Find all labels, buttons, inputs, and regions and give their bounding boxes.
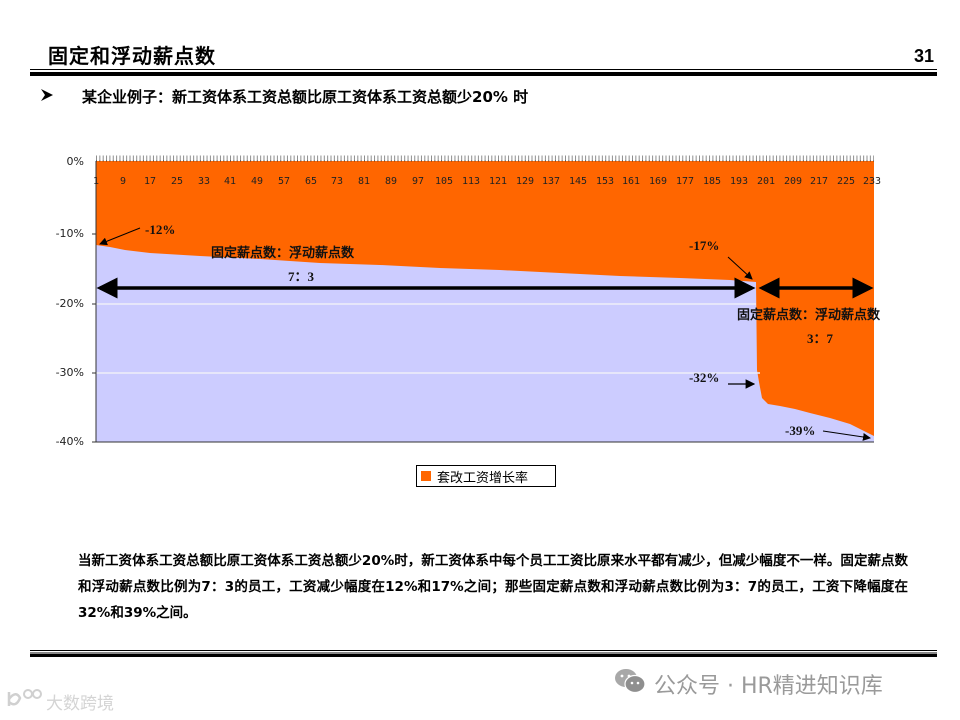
x-tick-label: 137	[541, 176, 561, 187]
x-tick-label: 41	[223, 176, 237, 187]
chart-plot	[92, 155, 874, 443]
x-tick-label: 225	[836, 176, 856, 187]
annotation-group1-label: 固定薪点数：浮动薪点数	[211, 246, 355, 261]
x-tick-label: 233	[862, 176, 882, 187]
slide-title: 固定和浮动薪点数	[48, 44, 216, 68]
annotation-minus-12: -12%	[145, 222, 176, 237]
x-tick-label: 1	[92, 176, 100, 187]
y-tick-label: -40%	[55, 435, 84, 448]
header-divider-thin	[30, 69, 937, 70]
y-tick-label: -20%	[55, 297, 84, 310]
x-tick-label: 17	[143, 176, 157, 187]
x-tick-label: 113	[461, 176, 481, 187]
annotation-minus-17: -17%	[689, 238, 720, 253]
x-tick-label: 97	[411, 176, 425, 187]
x-tick-label: 89	[384, 176, 398, 187]
x-tick-label: 145	[568, 176, 588, 187]
x-tick-label: 49	[250, 176, 264, 187]
x-tick-label: 177	[675, 176, 695, 187]
x-tick-label: 57	[277, 176, 291, 187]
bullet-text: 某企业例子：新工资体系工资总额比原工资体系工资总额少20% 时	[82, 88, 529, 106]
annotation-group2-ratio: 3：7	[807, 331, 834, 346]
x-tick-label: 161	[621, 176, 641, 187]
wechat-icon	[614, 668, 646, 700]
legend-swatch-icon	[421, 471, 431, 481]
annotation-minus-32: -32%	[689, 370, 720, 385]
x-tick-label: 217	[809, 176, 829, 187]
x-tick-label: 185	[702, 176, 722, 187]
header-divider-thick	[30, 72, 937, 76]
annotation-group2-label: 固定薪点数：浮动薪点数	[737, 308, 881, 323]
x-tick-label: 121	[488, 176, 508, 187]
x-tick-label: 9	[119, 176, 127, 187]
watermark-logo: 大数跨境	[6, 688, 114, 715]
legend-label: 套改工资增长率	[437, 470, 529, 486]
x-tick-label: 33	[197, 176, 211, 187]
watermark-text: 公众号 · HR精进知识库	[654, 674, 883, 699]
x-tick-label: 129	[515, 176, 535, 187]
x-tick-label: 169	[648, 176, 668, 187]
y-tick-label: 0%	[66, 155, 84, 168]
footer-divider-thin	[30, 650, 937, 651]
logo-icon	[6, 688, 42, 715]
x-tick-label: 153	[595, 176, 615, 187]
x-tick-label: 81	[357, 176, 371, 187]
x-tick-label: 25	[170, 176, 184, 187]
description-paragraph: 当新工资体系工资总额比原工资体系工资总额少20%时，新工资体系中每个员工工资比原…	[78, 553, 908, 621]
watermark-wechat: 公众号 · HR精进知识库	[614, 668, 883, 700]
x-tick-label: 201	[756, 176, 776, 187]
x-tick-label: 105	[434, 176, 454, 187]
area-chart: 0% -10% -20% -30% -40% 1 9 17 25 33 41 4…	[55, 155, 882, 487]
page-number: 31	[913, 46, 934, 66]
x-tick-label: 209	[783, 176, 803, 187]
x-tick-label: 65	[304, 176, 318, 187]
annotation-group1-ratio: 7：3	[288, 269, 315, 284]
bullet-item: 某企业例子：新工资体系工资总额比原工资体系工资总额少20% 时	[40, 86, 528, 107]
watermark-logo-text: 大数跨境	[46, 694, 114, 714]
arrowhead-bullet-icon	[40, 88, 82, 106]
x-tick-label: 193	[729, 176, 749, 187]
annotation-minus-39: -39%	[785, 423, 816, 438]
x-tick-label: 73	[330, 176, 344, 187]
footer-divider-gray	[30, 652, 937, 654]
y-tick-label: -10%	[55, 227, 84, 240]
y-tick-label: -30%	[55, 366, 84, 379]
chart-legend: 套改工资增长率	[416, 465, 556, 487]
footer-divider-thick	[30, 654, 937, 657]
